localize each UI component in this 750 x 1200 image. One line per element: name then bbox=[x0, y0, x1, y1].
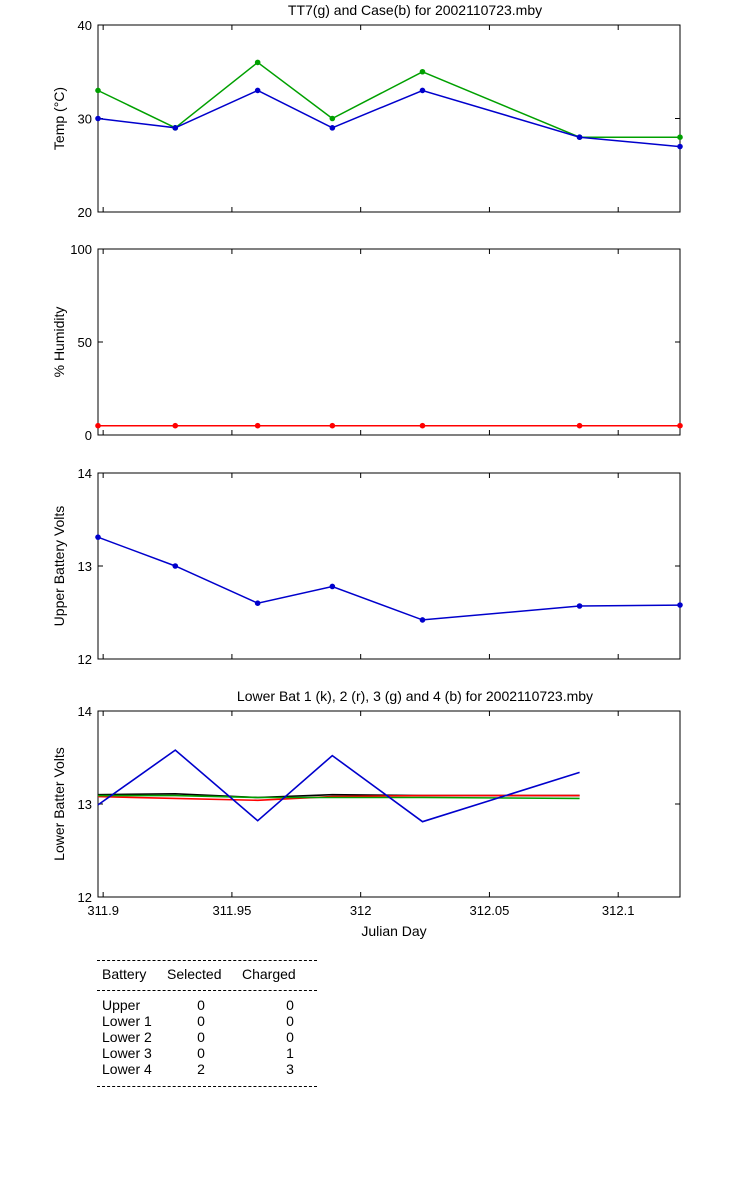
data-point bbox=[329, 422, 336, 429]
series-line bbox=[97, 794, 580, 802]
x-tick-label: 311.95 bbox=[213, 903, 252, 918]
data-point bbox=[95, 534, 101, 540]
cell-charged: 0 bbox=[286, 1013, 294, 1029]
header-battery: Battery bbox=[102, 966, 147, 982]
data-point bbox=[677, 134, 683, 140]
data-point bbox=[677, 143, 683, 150]
y-tick-label: 14 bbox=[78, 704, 92, 719]
plot-frame bbox=[97, 472, 681, 660]
table-row: Lower 4 2 3 bbox=[97, 1061, 317, 1077]
cell-selected: 0 bbox=[197, 997, 205, 1013]
x-axis-label: Julian Day bbox=[361, 923, 426, 939]
table-divider bbox=[97, 1086, 317, 1087]
data-point bbox=[576, 422, 583, 429]
data-point bbox=[254, 600, 261, 606]
x-tick-label: 312.1 bbox=[602, 903, 635, 918]
y-axis-label: Lower Batter Volts bbox=[51, 747, 67, 861]
y-tick-label: 40 bbox=[78, 18, 92, 33]
plot-frame bbox=[97, 710, 681, 898]
y-tick-label: 20 bbox=[78, 205, 92, 220]
data-point bbox=[329, 115, 336, 122]
y-axis-label: Upper Battery Volts bbox=[51, 506, 67, 627]
data-point bbox=[172, 563, 179, 569]
table-divider bbox=[97, 960, 317, 961]
data-point bbox=[95, 87, 101, 94]
y-tick-label: 13 bbox=[78, 559, 92, 574]
data-point bbox=[95, 115, 101, 122]
table-divider bbox=[97, 990, 317, 991]
table-row: Lower 2 0 0 bbox=[97, 1029, 317, 1045]
y-tick-label: 12 bbox=[78, 652, 92, 667]
y-tick-label: 13 bbox=[78, 797, 92, 812]
data-point bbox=[419, 617, 426, 623]
data-point bbox=[576, 134, 583, 140]
x-tick-label: 312.05 bbox=[470, 903, 510, 918]
series-line bbox=[97, 536, 681, 621]
cell-battery: Lower 3 bbox=[102, 1045, 152, 1061]
cell-charged: 0 bbox=[286, 1029, 294, 1045]
y-tick-label: 0 bbox=[85, 428, 92, 443]
cell-selected: 0 bbox=[197, 1045, 205, 1061]
y-axis-label: Temp (°C) bbox=[51, 87, 67, 150]
table-row: Upper 0 0 bbox=[97, 997, 317, 1013]
series-line bbox=[97, 89, 681, 148]
data-point bbox=[172, 422, 179, 429]
humidity-panel: 0 50 100 % Humidity bbox=[51, 242, 683, 443]
plot-frame bbox=[97, 24, 681, 213]
data-point bbox=[329, 125, 336, 131]
cell-battery: Lower 2 bbox=[102, 1029, 152, 1045]
cell-battery: Lower 4 bbox=[102, 1061, 152, 1077]
plot-frame bbox=[97, 248, 681, 436]
cell-charged: 1 bbox=[286, 1045, 294, 1061]
battery-table: Battery Selected Charged Upper 0 0 Lower… bbox=[97, 960, 317, 1087]
cell-selected: 0 bbox=[197, 1013, 205, 1029]
cell-charged: 0 bbox=[286, 997, 294, 1013]
data-point bbox=[254, 59, 261, 66]
data-point bbox=[677, 422, 683, 429]
table-header-row: Battery Selected Charged bbox=[97, 966, 317, 982]
cell-selected: 0 bbox=[197, 1029, 205, 1045]
table-row: Lower 1 0 0 bbox=[97, 1013, 317, 1029]
lower-battery-panel: 12 13 14 311.9 311.95 312 312.05 312.1 Lower Bat… bbox=[51, 688, 681, 939]
data-point bbox=[254, 422, 261, 429]
table-row: Lower 3 0 1 bbox=[97, 1045, 317, 1061]
data-point bbox=[254, 87, 261, 94]
table-body: Upper 0 0 Lower 1 0 0 Lower 2 0 0 Lower … bbox=[97, 997, 317, 1077]
upper-battery-panel: 12 13 14 Upper Battery Volts bbox=[51, 466, 683, 667]
data-point bbox=[419, 87, 426, 94]
series-line bbox=[98, 794, 580, 800]
x-tick-label: 311.9 bbox=[87, 903, 119, 918]
series-line bbox=[97, 61, 680, 138]
y-tick-label: 14 bbox=[78, 466, 92, 481]
series-line bbox=[97, 749, 580, 823]
data-point bbox=[329, 583, 336, 590]
data-point bbox=[172, 125, 179, 131]
data-point bbox=[419, 422, 426, 429]
panel-title: TT7(g) and Case(b) for 2002110723.mby bbox=[288, 2, 542, 18]
y-tick-label: 100 bbox=[70, 242, 92, 257]
cell-selected: 2 bbox=[197, 1061, 205, 1077]
cell-battery: Lower 1 bbox=[102, 1013, 152, 1029]
data-point bbox=[419, 68, 426, 75]
header-selected: Selected bbox=[167, 966, 222, 982]
data-point bbox=[576, 603, 583, 609]
panel-title: Lower Bat 1 (k), 2 (r), 3 (g) and 4 (b) … bbox=[237, 688, 593, 704]
y-tick-label: 50 bbox=[78, 335, 92, 350]
data-point bbox=[95, 422, 101, 429]
cell-charged: 3 bbox=[286, 1061, 294, 1077]
y-tick-label: 30 bbox=[78, 112, 92, 127]
data-point bbox=[677, 602, 683, 608]
x-tick-label: 312 bbox=[350, 903, 372, 918]
cell-battery: Upper bbox=[102, 997, 141, 1013]
y-tick-label: 12 bbox=[78, 890, 92, 905]
y-axis-label: % Humidity bbox=[51, 307, 67, 378]
temp-panel: 20 30 40 TT7(g) and Case(b) for 2002110723.… bbox=[51, 2, 683, 220]
header-charged: Charged bbox=[242, 966, 296, 982]
